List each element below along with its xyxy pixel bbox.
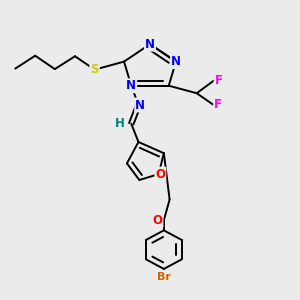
Text: N: N [171,55,181,68]
Text: S: S [90,63,99,76]
Text: F: F [214,98,222,111]
Text: N: N [135,98,145,112]
Text: H: H [116,117,125,130]
Text: N: N [126,79,136,92]
Text: O: O [152,214,163,227]
Text: Br: Br [157,272,171,282]
Text: O: O [155,168,165,181]
Text: F: F [215,74,223,87]
Text: N: N [145,38,155,51]
